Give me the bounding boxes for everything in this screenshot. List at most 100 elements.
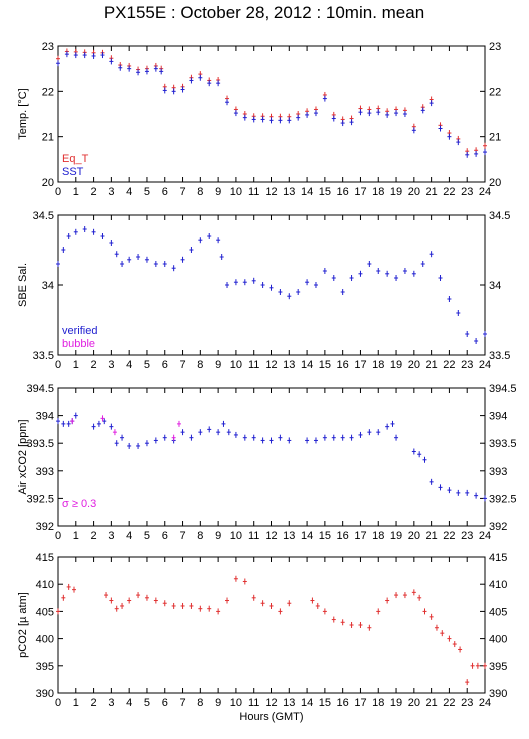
x-tick-label: 18 xyxy=(372,186,384,198)
x-tick-label: 22 xyxy=(443,697,455,709)
x-tick-label: 14 xyxy=(301,530,313,542)
y-tick-label: 415 xyxy=(36,552,54,564)
y-tick-label-right: 34.5 xyxy=(489,210,510,222)
x-tick-label: 21 xyxy=(426,530,438,542)
x-tick-label: 6 xyxy=(162,697,168,709)
y-tick-label-right: 20 xyxy=(489,177,501,189)
x-tick-label: 19 xyxy=(390,186,402,198)
x-tick-label: 2 xyxy=(91,359,97,371)
x-tick-label: 7 xyxy=(179,186,185,198)
x-tick-label: 0 xyxy=(55,186,61,198)
x-tick-label: 12 xyxy=(265,186,277,198)
x-tick-label: 1 xyxy=(73,530,79,542)
x-tick-label: 23 xyxy=(461,530,473,542)
x-tick-label: 9 xyxy=(215,530,221,542)
x-tick-label: 4 xyxy=(126,359,132,371)
y-tick-label-right: 415 xyxy=(489,552,507,564)
y-tick-label-right: 392 xyxy=(489,521,507,533)
x-tick-label: 8 xyxy=(197,530,203,542)
legend-entry: verified xyxy=(62,325,97,337)
x-tick-label: 24 xyxy=(479,530,491,542)
x-tick-label: 19 xyxy=(390,359,402,371)
y-tick-label: 20 xyxy=(42,177,54,189)
series-SST xyxy=(56,51,487,158)
x-tick-label: 16 xyxy=(337,530,349,542)
y-tick-label-right: 410 xyxy=(489,579,507,591)
y-tick-label: 390 xyxy=(36,688,54,700)
x-tick-label: 24 xyxy=(479,697,491,709)
x-tick-label: 14 xyxy=(301,186,313,198)
panel-temperature: 0 1 2 3 4 5 6 7 8 9 10 11 12 13 14 15 16 17 18 19 20 21 22 23 24… xyxy=(17,41,501,198)
x-tick-label: 8 xyxy=(197,186,203,198)
x-tick-label: 5 xyxy=(144,697,150,709)
x-tick-label: 23 xyxy=(461,697,473,709)
panel-air-xco2: 0 1 2 3 4 5 6 7 8 9 10 11 12 13 14 15 16 17 18 19 20 21 22 23 24… xyxy=(17,383,517,542)
panels: 0 1 2 3 4 5 6 7 8 9 10 11 12 13 14 15 16 17 18 19 20 21 22 23 24… xyxy=(17,41,517,723)
panel-salinity: 0 1 2 3 4 5 6 7 8 9 10 11 12 13 14 15 16 17 18 19 20 21 22 23 24… xyxy=(17,210,510,371)
plot-frame xyxy=(57,556,486,694)
y-tick-label: 400 xyxy=(36,634,54,646)
y-tick-label-right: 392.5 xyxy=(489,493,517,505)
x-tick-label: 2 xyxy=(91,697,97,709)
y-tick-label-right: 390 xyxy=(489,688,507,700)
x-tick-label: 21 xyxy=(426,186,438,198)
series-verified xyxy=(56,412,487,502)
x-tick-label: 15 xyxy=(319,186,331,198)
series-pCO2 xyxy=(56,575,487,686)
x-tick-label: 11 xyxy=(248,697,259,709)
x-tick-label: 17 xyxy=(354,186,366,198)
y-tick-label: 392 xyxy=(36,521,54,533)
plot-frame xyxy=(57,387,486,527)
x-tick-label: 2 xyxy=(91,186,97,198)
x-tick-label: 11 xyxy=(248,530,259,542)
x-tick-label: 17 xyxy=(354,359,366,371)
x-tick-label: 17 xyxy=(354,697,366,709)
x-tick-label: 2 xyxy=(91,530,97,542)
y-tick-label-right: 400 xyxy=(489,634,507,646)
y-axis-label: pCO2 [µ atm] xyxy=(17,592,29,658)
x-tick-label: 13 xyxy=(283,359,295,371)
y-tick-label-right: 393 xyxy=(489,466,507,478)
legend-entry: bubble xyxy=(62,338,95,350)
x-tick-label: 10 xyxy=(230,697,242,709)
x-tick-label: 7 xyxy=(179,697,185,709)
x-tick-label: 9 xyxy=(215,697,221,709)
x-tick-label: 5 xyxy=(144,530,150,542)
x-tick-label: 0 xyxy=(55,530,61,542)
y-tick-label: 410 xyxy=(36,579,54,591)
x-tick-label: 20 xyxy=(408,359,420,371)
series-Eq_T xyxy=(56,48,487,155)
x-tick-label: 6 xyxy=(162,359,168,371)
y-tick-label-right: 394 xyxy=(489,411,507,423)
x-tick-label: 22 xyxy=(443,530,455,542)
x-tick-label: 21 xyxy=(426,697,438,709)
x-tick-label: 0 xyxy=(55,697,61,709)
y-tick-label: 394.5 xyxy=(26,383,54,395)
x-tick-label: 18 xyxy=(372,359,384,371)
series-bubble xyxy=(70,415,181,441)
y-tick-label: 394 xyxy=(36,411,54,423)
x-tick-label: 5 xyxy=(144,186,150,198)
x-tick-label: 0 xyxy=(55,359,61,371)
x-tick-label: 5 xyxy=(144,359,150,371)
x-tick-label: 11 xyxy=(248,186,259,198)
x-tick-label: 3 xyxy=(108,186,114,198)
y-tick-label: 34 xyxy=(42,280,54,292)
y-tick-label: 393 xyxy=(36,466,54,478)
y-axis-label: SBE Sal. xyxy=(17,263,29,307)
x-tick-label: 1 xyxy=(73,697,79,709)
chart-title: PX155E : October 28, 2012 : 10min. mean xyxy=(104,3,424,22)
legend-entry: σ ≥ 0.3 xyxy=(62,498,96,510)
y-tick-label-right: 34 xyxy=(489,280,501,292)
x-tick-label: 24 xyxy=(479,186,491,198)
y-tick-label-right: 395 xyxy=(489,661,507,673)
x-tick-label: 21 xyxy=(426,359,438,371)
x-tick-label: 12 xyxy=(265,359,277,371)
x-tick-label: 7 xyxy=(179,359,185,371)
x-tick-label: 19 xyxy=(390,530,402,542)
x-tick-label: 8 xyxy=(197,359,203,371)
x-axis-label: Hours (GMT) xyxy=(239,711,303,723)
x-tick-label: 9 xyxy=(215,359,221,371)
